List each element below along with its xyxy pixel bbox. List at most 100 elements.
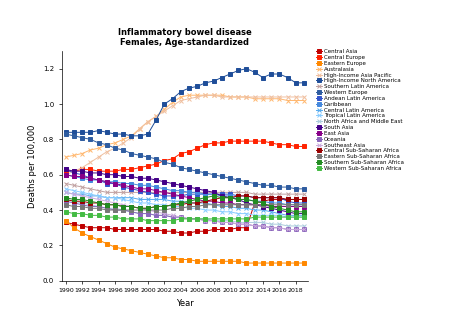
Western Europe — [194, 169, 200, 173]
East Asia — [276, 204, 282, 208]
Southern Latin America — [227, 190, 233, 194]
Tropical Latin America — [112, 196, 118, 200]
Caribbean — [170, 189, 175, 193]
Central Europe — [268, 141, 274, 145]
Andean Latin America — [194, 192, 200, 196]
High-Income North America — [120, 132, 126, 136]
Central Asia — [276, 197, 282, 201]
High-Income Asia Pacific — [120, 141, 126, 145]
East Asia — [112, 182, 118, 185]
Southern Sub-Saharan Africa — [88, 199, 93, 203]
Western Europe — [211, 173, 217, 177]
Central Asia — [162, 229, 167, 233]
Andean Latin America — [260, 196, 266, 200]
High-Income North America — [137, 134, 143, 138]
Western Sub-Saharan Africa — [268, 215, 274, 219]
Central Sub-Saharan Africa — [145, 206, 151, 210]
Southern Latin America — [244, 190, 249, 194]
Australasia — [128, 134, 134, 138]
Eastern Europe — [186, 258, 192, 262]
Australasia — [276, 97, 282, 101]
Central Sub-Saharan Africa — [293, 197, 299, 201]
Caribbean — [112, 180, 118, 184]
East Asia — [170, 192, 175, 196]
High-Income North America — [285, 76, 291, 79]
Southeast Asia — [145, 208, 151, 212]
Andean Latin America — [301, 201, 307, 205]
South Asia — [260, 204, 266, 208]
Caribbean — [63, 173, 69, 177]
East Asia — [137, 187, 143, 191]
Western Sub-Saharan Africa — [219, 217, 225, 221]
Southern Latin America — [285, 192, 291, 196]
East Asia — [104, 180, 109, 184]
Central Latin America — [202, 201, 208, 205]
Eastern Sub-Saharan Africa — [202, 203, 208, 207]
Oceania — [194, 217, 200, 221]
Australasia — [112, 141, 118, 145]
Southern Latin America — [301, 192, 307, 196]
Andean Latin America — [79, 173, 85, 177]
Central Asia — [120, 227, 126, 231]
South Asia — [79, 169, 85, 173]
Southeast Asia — [301, 227, 307, 231]
Line: Central Europe: Central Europe — [64, 139, 306, 173]
Eastern Europe — [71, 226, 77, 230]
Central Latin America — [63, 190, 69, 194]
Western Sub-Saharan Africa — [63, 210, 69, 214]
Eastern Sub-Saharan Africa — [112, 208, 118, 212]
Central Europe — [71, 169, 77, 173]
Andean Latin America — [162, 194, 167, 198]
Central Sub-Saharan Africa — [268, 196, 274, 200]
Central Asia — [236, 226, 241, 230]
Eastern Europe — [104, 242, 109, 246]
High-Income Asia Pacific — [252, 95, 257, 99]
Andean Latin America — [153, 192, 159, 196]
Tropical Latin America — [301, 215, 307, 219]
Tropical Latin America — [202, 208, 208, 212]
Central Europe — [178, 152, 183, 155]
Central Asia — [79, 224, 85, 228]
Eastern Europe — [268, 261, 274, 265]
North Africa and Middle East — [79, 201, 85, 205]
Tropical Latin America — [79, 190, 85, 194]
South Asia — [194, 187, 200, 191]
Australasia — [63, 155, 69, 159]
Eastern Sub-Saharan Africa — [219, 203, 225, 207]
Western Europe — [63, 132, 69, 136]
Southern Sub-Saharan Africa — [79, 197, 85, 201]
South Asia — [128, 174, 134, 178]
Andean Latin America — [170, 194, 175, 198]
Western Europe — [276, 185, 282, 189]
Caribbean — [285, 203, 291, 207]
Southern Sub-Saharan Africa — [276, 206, 282, 210]
North Africa and Middle East — [244, 220, 249, 224]
East Asia — [260, 203, 266, 207]
South Asia — [71, 169, 77, 173]
North Africa and Middle East — [202, 217, 208, 221]
Central Europe — [202, 143, 208, 147]
Andean Latin America — [268, 196, 274, 200]
Central Asia — [194, 229, 200, 233]
Western Sub-Saharan Africa — [244, 217, 249, 221]
Central Asia — [186, 231, 192, 235]
Eastern Sub-Saharan Africa — [120, 208, 126, 212]
Central Asia — [128, 227, 134, 231]
Southern Sub-Saharan Africa — [194, 197, 200, 201]
Central Latin America — [186, 201, 192, 205]
High-Income Asia Pacific — [112, 146, 118, 150]
Southeast Asia — [120, 203, 126, 207]
Western Europe — [79, 136, 85, 139]
Southern Sub-Saharan Africa — [104, 203, 109, 207]
Central Asia — [104, 226, 109, 230]
Eastern Sub-Saharan Africa — [145, 208, 151, 212]
Oceania — [96, 204, 101, 208]
Australasia — [236, 95, 241, 99]
Caribbean — [145, 183, 151, 187]
Western Europe — [104, 143, 109, 147]
Line: Oceania: Oceania — [64, 199, 306, 231]
Oceania — [137, 212, 143, 216]
Southern Sub-Saharan Africa — [145, 206, 151, 210]
Southern Latin America — [252, 192, 257, 196]
Central Europe — [227, 139, 233, 143]
